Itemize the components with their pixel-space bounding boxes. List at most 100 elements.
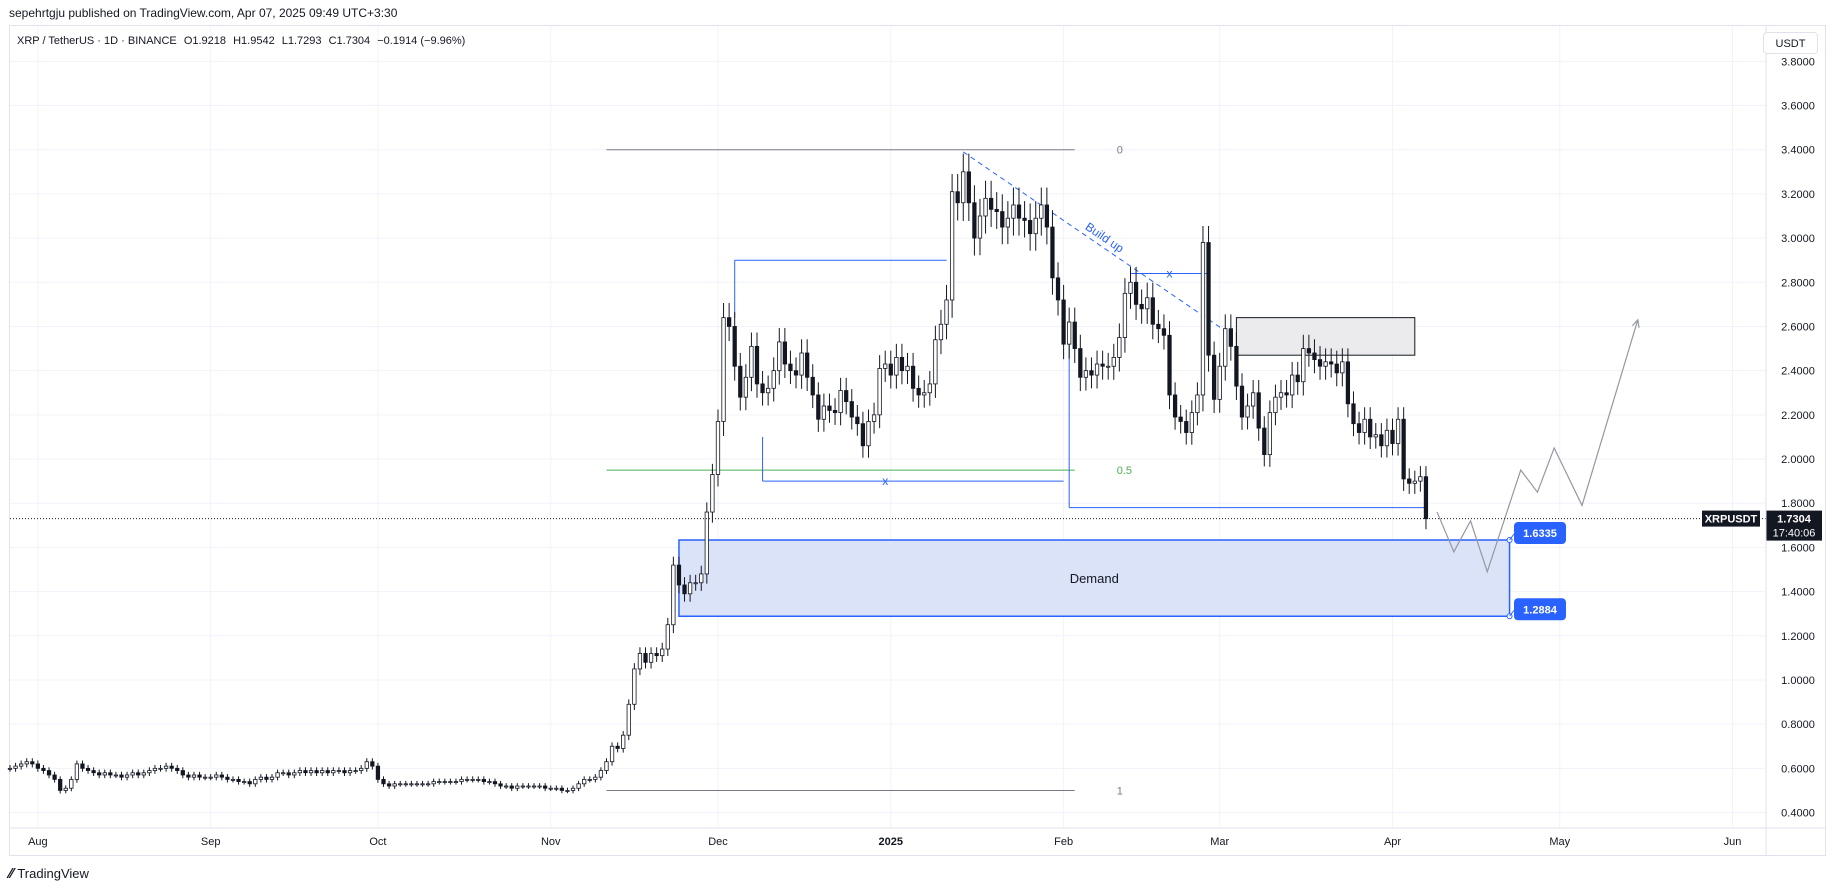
candle-body	[989, 197, 994, 210]
candle-body	[1401, 418, 1406, 480]
candle-body	[169, 765, 174, 769]
candle-body	[1044, 204, 1050, 228]
candle-body	[994, 208, 999, 212]
candle-body	[1356, 423, 1362, 433]
x-tick-label: Feb	[1054, 836, 1073, 848]
candle-body	[537, 785, 542, 788]
demand-badge-link	[1509, 609, 1515, 617]
candle-body	[766, 387, 771, 394]
legend-change: −0.1914 (−9.96%)	[377, 35, 466, 47]
candle-body	[163, 765, 169, 769]
candle-body	[1384, 429, 1390, 447]
candle-body	[459, 778, 464, 783]
legend-open: O1.9218	[183, 35, 227, 47]
y-tick-label: 0.6000	[1781, 763, 1815, 775]
x-tick-label: May	[1549, 836, 1570, 848]
candle-body	[838, 390, 843, 414]
y-tick-label: 3.0000	[1781, 233, 1815, 245]
candle-body	[1239, 385, 1245, 418]
candle-body	[97, 772, 102, 776]
candle-body	[1423, 476, 1429, 520]
tradingview-logo[interactable]: ⁄⁄ TradingView	[9, 866, 89, 882]
candle-body	[554, 787, 559, 790]
candle-body	[699, 573, 704, 584]
candle-body	[743, 376, 748, 398]
candle-body	[136, 772, 141, 776]
candle-body	[453, 781, 459, 784]
candle-body	[905, 365, 910, 372]
candle-body	[1178, 416, 1183, 422]
x-tick-label: 2025	[879, 836, 903, 848]
candles	[7, 153, 1429, 794]
candle-body	[793, 370, 799, 376]
candle-body	[1312, 352, 1317, 361]
candle-body	[1067, 321, 1072, 345]
candle-body	[565, 790, 570, 792]
y-tick-label: 3.4000	[1781, 145, 1815, 157]
candle-body	[648, 653, 654, 663]
candle-body	[1256, 392, 1261, 429]
candle-body	[665, 624, 670, 650]
candle-body	[41, 767, 46, 771]
chart-frame[interactable]	[9, 25, 1826, 856]
candle-body	[353, 770, 358, 772]
candle-body	[515, 785, 520, 789]
candle-body	[531, 785, 537, 788]
candle-body	[1217, 365, 1222, 400]
y-tick-label: 0.8000	[1781, 719, 1815, 731]
candle-body	[1418, 476, 1423, 482]
candle-body	[1211, 354, 1217, 400]
candle-body	[487, 781, 492, 784]
candle-body	[180, 770, 185, 776]
candle-body	[359, 767, 364, 771]
candle-body	[409, 783, 414, 786]
candle-body	[927, 383, 932, 394]
candle-body	[1117, 337, 1122, 358]
candle-body	[1111, 357, 1116, 367]
x-marker: x	[1167, 266, 1173, 280]
candle-body	[108, 772, 113, 776]
candle-body	[325, 770, 330, 774]
candle-body	[347, 770, 353, 774]
candle-body	[1061, 299, 1066, 345]
candle-body	[559, 787, 565, 791]
time-axis: Aug Sep Oct Nov Dec 2025 Feb Mar Apr May Jun	[10, 827, 1825, 848]
candle-body	[7, 767, 13, 770]
candle-body	[370, 761, 375, 767]
candle-body	[1295, 374, 1300, 383]
candle-body	[877, 368, 882, 416]
candle-body	[364, 761, 369, 769]
candle-body	[1267, 412, 1272, 456]
countdown-value: 17:40:06	[1773, 528, 1816, 540]
y-tick-label: 1.2000	[1781, 631, 1815, 643]
candle-body	[1273, 396, 1278, 414]
candle-body	[626, 703, 631, 736]
candle-body	[1379, 434, 1384, 447]
x-tick-label: Mar	[1210, 836, 1229, 848]
candle-body	[1172, 394, 1178, 418]
candle-body	[816, 394, 821, 420]
candle-body	[30, 761, 35, 765]
candle-body	[832, 410, 838, 414]
candle-body	[119, 774, 124, 778]
candle-body	[247, 781, 252, 785]
candle-body	[598, 770, 604, 778]
candle-body	[771, 370, 776, 389]
candle-body	[264, 776, 269, 780]
candle-body	[1323, 361, 1328, 367]
candle-body	[308, 770, 314, 774]
demand-bottom-badge	[1514, 598, 1566, 621]
currency-button[interactable]: USDT	[1763, 32, 1818, 54]
candle-body	[660, 648, 665, 657]
candle-body	[582, 778, 587, 785]
x-tick-label: Apr	[1384, 836, 1401, 848]
symbol-legend[interactable]: XRP / TetherUS · 1D · BINANCE O1.9218 H1…	[17, 35, 469, 47]
candle-body	[202, 776, 208, 779]
candle-body	[1050, 226, 1055, 279]
candle-body	[1072, 321, 1077, 349]
candle-body	[1078, 348, 1083, 378]
candle-body	[1262, 427, 1267, 456]
candle-body	[509, 785, 514, 789]
